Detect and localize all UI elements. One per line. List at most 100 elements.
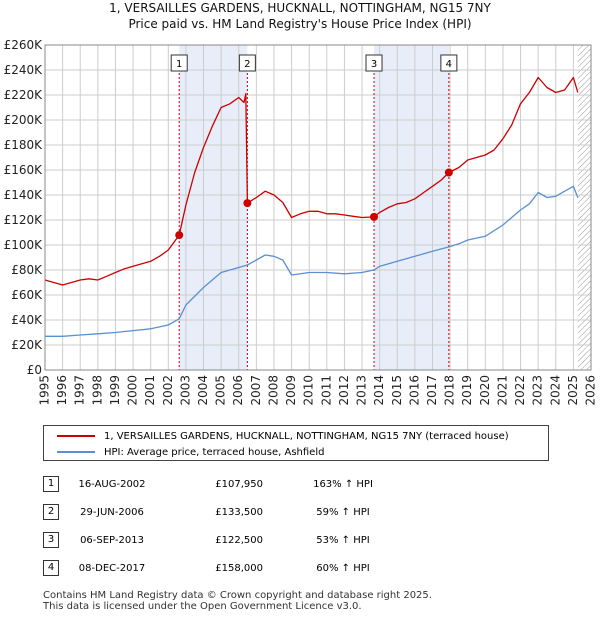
sale-label-box	[440, 54, 458, 72]
y-tick-label: £60K	[11, 288, 43, 302]
sale-label-box	[365, 54, 383, 72]
x-tick-label: 2022	[513, 375, 527, 406]
price-chart: £0 £20K £40K £60K £80K £100K £120K £140K £160K £1…	[4, 38, 598, 406]
x-tick-label: 2019	[460, 375, 474, 406]
x-tick-label: 1996	[55, 375, 69, 406]
sale-label-number: 3	[371, 59, 377, 70]
y-tick-label: £40K	[11, 313, 43, 327]
sale-label: 3	[365, 54, 383, 72]
sale-hpi-change: 163% ↑ HPI	[313, 479, 373, 490]
legend-item-property: 1, VERSAILLES GARDENS, HUCKNALL, NOTTING…	[44, 428, 548, 444]
sale-label-number: 2	[244, 59, 250, 70]
shaded-period	[179, 45, 248, 370]
x-tick-label: 2012	[337, 375, 351, 406]
plot-border	[44, 44, 592, 371]
x-tick-label: 2004	[196, 375, 210, 406]
x-tick-label: 2017	[425, 375, 439, 406]
y-tick-label: £260K	[4, 38, 44, 52]
sale-date: 08-DEC-2017	[78, 563, 146, 574]
sale-date: 16-AUG-2002	[78, 479, 146, 490]
property-price-line	[44, 76, 579, 286]
legend-item-hpi: HPI: Average price, terraced house, Ashf…	[44, 444, 548, 460]
x-tick-label: 2026	[584, 375, 598, 406]
y-tick-label: £220K	[4, 88, 44, 102]
sale-price: £122,500	[215, 535, 263, 546]
y-tick-label: £240K	[4, 63, 44, 77]
x-tick-label: 1995	[38, 375, 52, 406]
y-tick-label: £160K	[4, 163, 44, 177]
x-tick-label: 2013	[355, 375, 369, 406]
x-tick-label: 1997	[73, 375, 87, 406]
x-tick-label: 2021	[495, 375, 509, 406]
footer-licence: This data is licensed under the Open Gov…	[43, 601, 362, 612]
y-tick-label: £140K	[4, 188, 44, 202]
x-tick-label: 2009	[284, 375, 298, 406]
y-tick-label: £80K	[11, 263, 43, 277]
x-tick-label: 2001	[143, 375, 157, 406]
chart-title: 1, VERSAILLES GARDENS, HUCKNALL, NOTTING…	[109, 1, 491, 15]
chart-legend: 1, VERSAILLES GARDENS, HUCKNALL, NOTTING…	[43, 425, 549, 461]
legend-swatch-property	[57, 435, 95, 437]
x-tick-label: 2010	[302, 375, 316, 406]
sales-table: 1 16-AUG-2002 £107,950 163% ↑ HPI 2 29-J…	[43, 472, 563, 584]
legend-swatch-hpi	[57, 451, 95, 453]
sale-label: 1	[170, 54, 188, 72]
shaded-period	[374, 45, 449, 370]
y-tick-label: £180K	[4, 138, 44, 152]
x-tick-label: 2015	[390, 375, 404, 406]
y-tick-label: £20K	[11, 338, 43, 352]
sale-label-box	[170, 54, 188, 72]
sale-hpi-change: 53% ↑ HPI	[316, 535, 370, 546]
sale-point	[444, 168, 453, 177]
sale-price: £107,950	[215, 479, 263, 490]
footer-copyright: Contains HM Land Registry data © Crown c…	[43, 590, 432, 601]
table-row: 4 08-DEC-2017 £158,000 60% ↑ HPI	[43, 556, 563, 584]
x-tick-label: 2016	[407, 375, 421, 406]
x-tick-label: 2014	[372, 375, 386, 406]
x-tick-label: 2003	[178, 375, 192, 406]
x-tick-label: 2005	[214, 375, 228, 406]
table-row: 1 16-AUG-2002 £107,950 163% ↑ HPI	[43, 472, 563, 500]
x-tick-label: 2018	[443, 375, 457, 406]
sale-hpi-change: 59% ↑ HPI	[316, 507, 370, 518]
sale-hpi-change: 60% ↑ HPI	[316, 563, 370, 574]
table-row: 2 29-JUN-2006 £133,500 59% ↑ HPI	[43, 500, 563, 528]
sale-label-number: 4	[446, 59, 452, 70]
x-tick-label: 2000	[126, 375, 140, 406]
sale-point	[175, 231, 184, 240]
future-hatch-region	[577, 45, 591, 370]
y-tick-label: £100K	[4, 238, 44, 252]
x-tick-label: 2006	[231, 375, 245, 406]
y-tick-label: £200K	[4, 113, 44, 127]
sale-number-badge: 3	[43, 532, 59, 548]
legend-label-hpi: HPI: Average price, terraced house, Ashf…	[104, 446, 325, 458]
sale-label-number: 1	[176, 59, 182, 70]
legend-label-property: 1, VERSAILLES GARDENS, HUCKNALL, NOTTING…	[104, 430, 509, 442]
x-tick-label: 2024	[548, 375, 562, 406]
x-tick-label: 2023	[531, 375, 545, 406]
sale-point	[370, 212, 379, 221]
sale-point	[243, 199, 252, 208]
sale-date: 29-JUN-2006	[80, 507, 144, 518]
x-tick-label: 2007	[249, 375, 263, 406]
plot-area	[45, 45, 591, 370]
x-tick-label: 2002	[161, 375, 175, 406]
sale-label: 4	[440, 54, 458, 72]
y-tick-label: £120K	[4, 213, 44, 227]
x-tick-label: 2011	[319, 375, 333, 406]
sale-price: £158,000	[215, 563, 263, 574]
x-tick-label: 2008	[266, 375, 280, 406]
footer-attribution: Contains HM Land Registry data © Crown c…	[43, 590, 432, 612]
x-tick-label: 2025	[566, 375, 580, 406]
hpi-line	[45, 185, 579, 337]
y-tick-label: £0	[27, 363, 42, 377]
sale-number-badge: 2	[43, 504, 59, 520]
sale-number-badge: 1	[43, 476, 59, 492]
sale-label-box	[238, 54, 256, 72]
sale-price: £133,500	[215, 507, 263, 518]
sale-number-badge: 4	[43, 560, 59, 576]
table-row: 3 06-SEP-2013 £122,500 53% ↑ HPI	[43, 528, 563, 556]
sale-label: 2	[238, 54, 256, 72]
x-tick-label: 1999	[108, 375, 122, 406]
chart-subtitle: Price paid vs. HM Land Registry's House …	[128, 17, 472, 31]
